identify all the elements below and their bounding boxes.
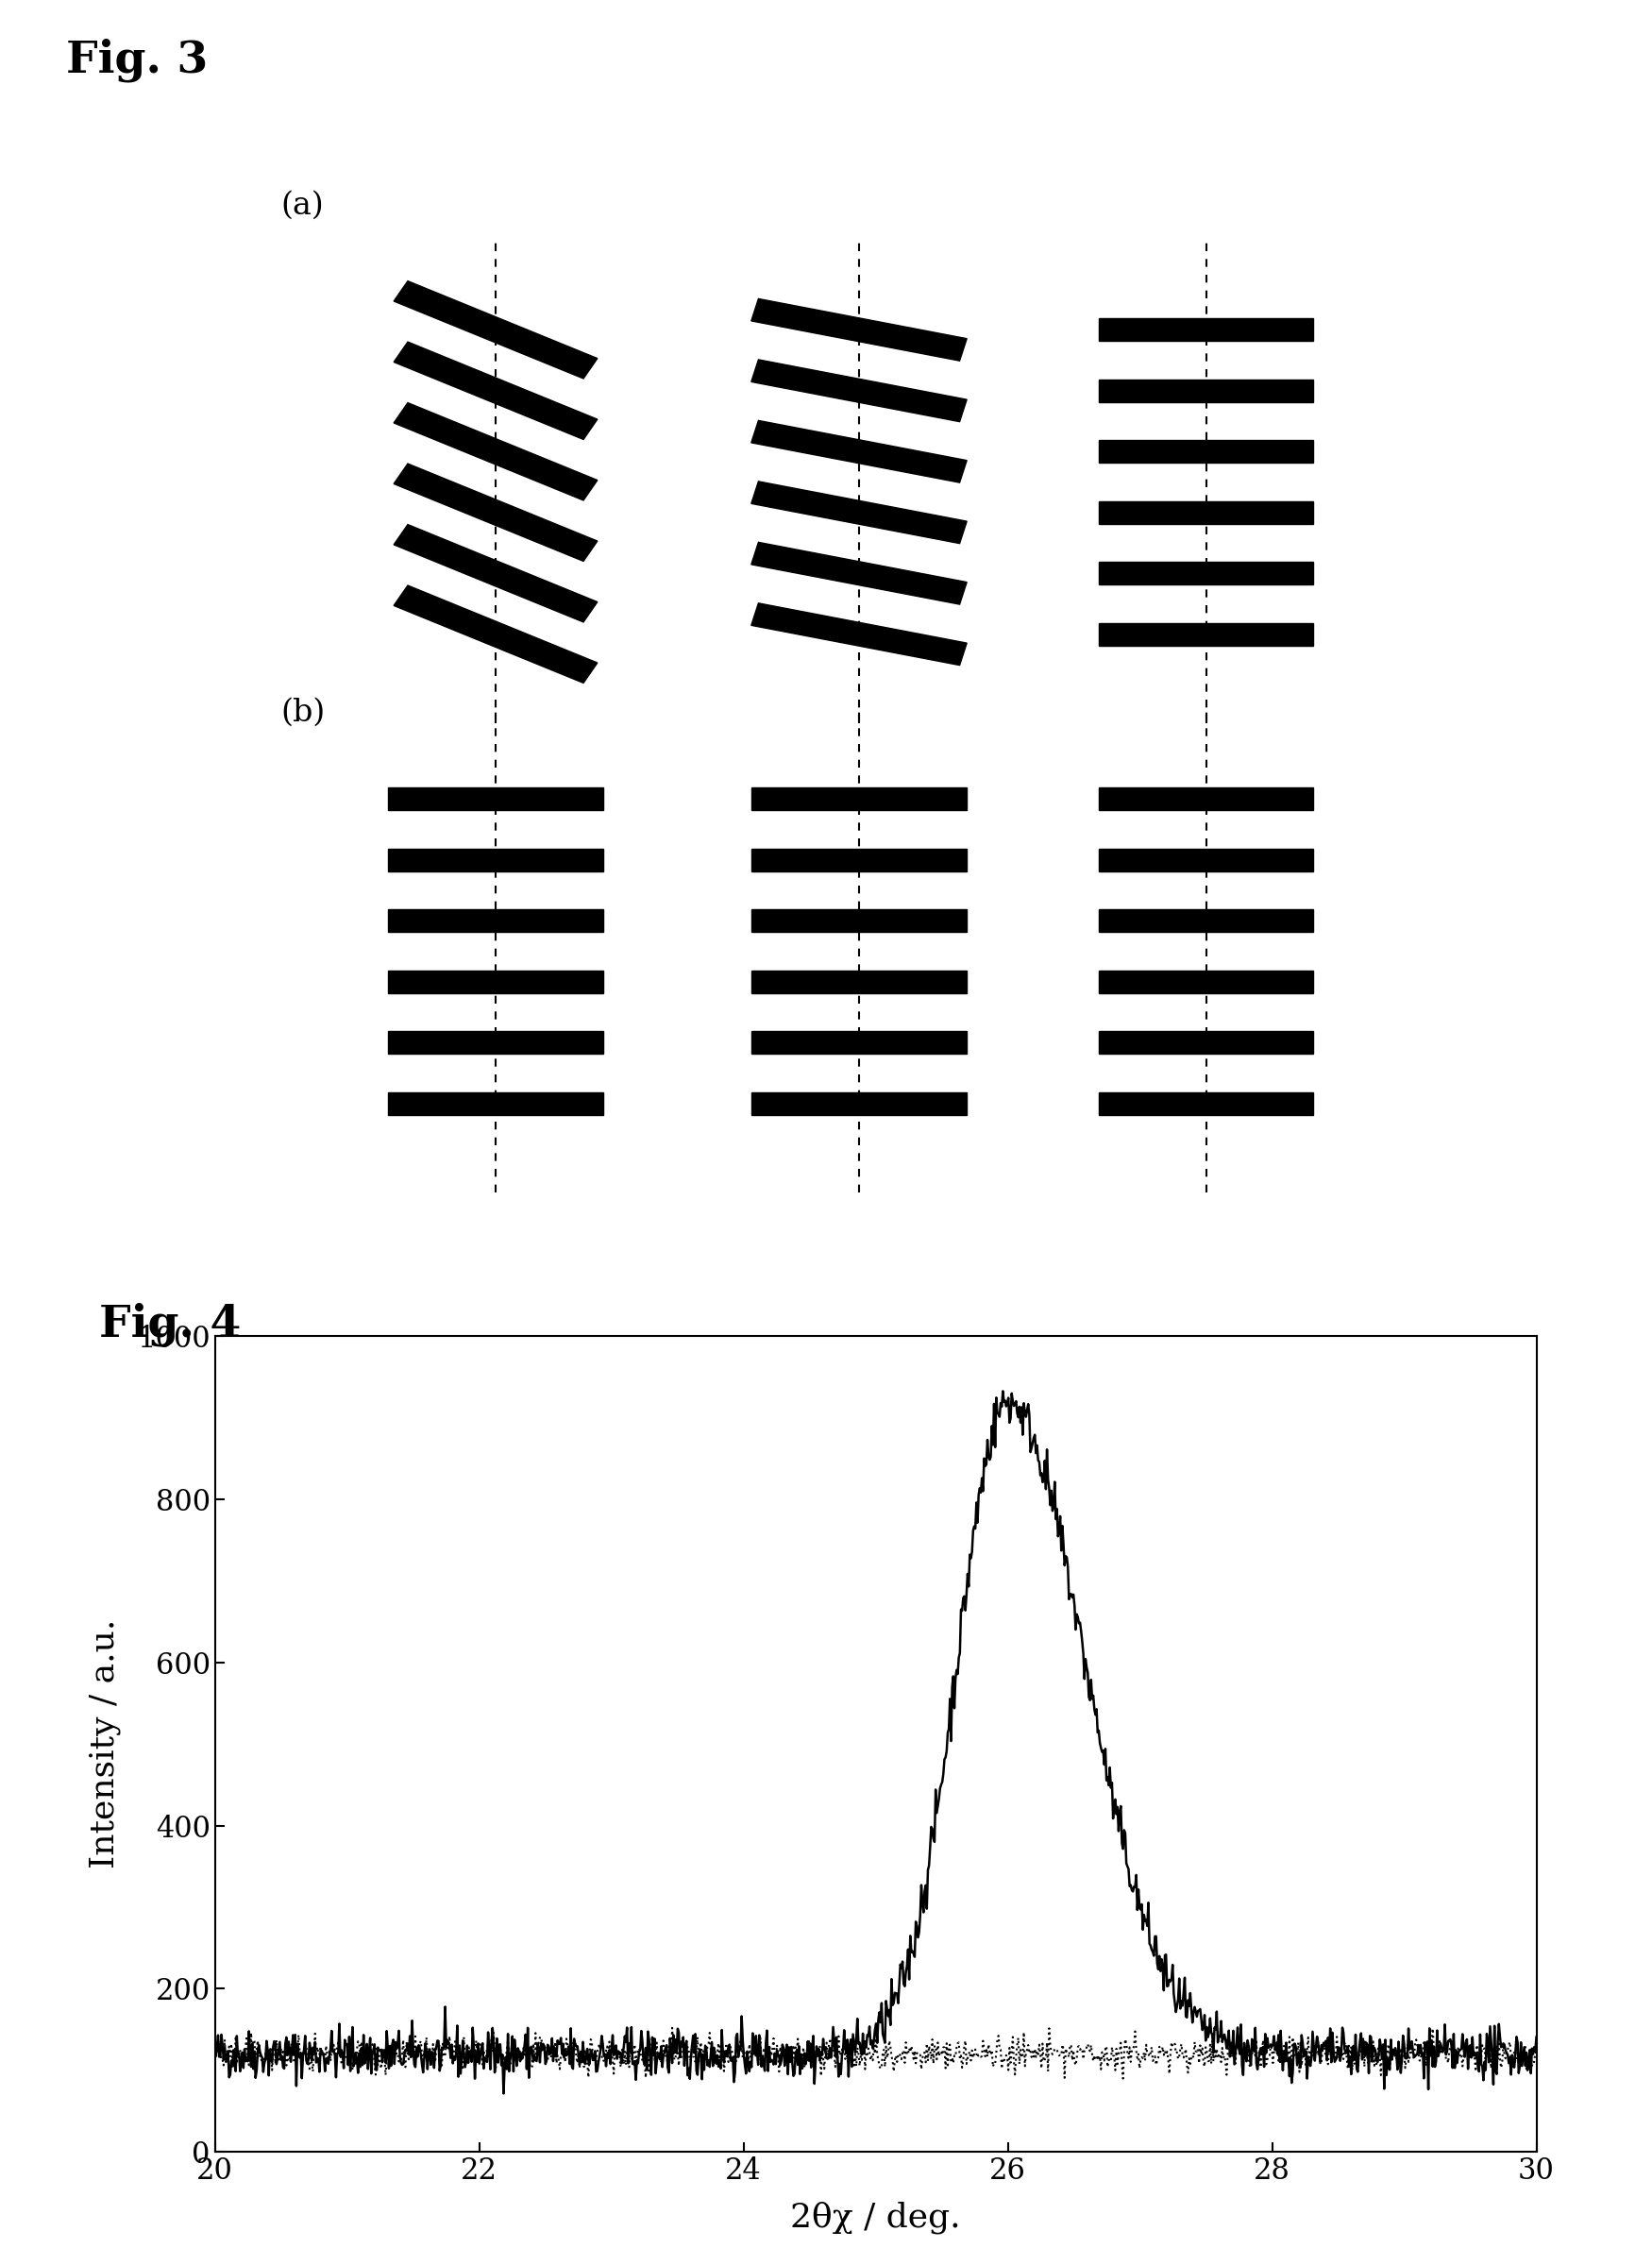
Polygon shape [1099,562,1313,584]
Polygon shape [752,969,966,992]
Polygon shape [752,421,966,482]
Polygon shape [393,525,598,623]
Polygon shape [1099,378,1313,403]
Polygon shape [1099,319,1313,342]
Polygon shape [393,281,598,378]
Polygon shape [388,1092,603,1114]
Polygon shape [388,788,603,811]
Polygon shape [393,342,598,439]
Polygon shape [752,541,966,605]
Text: (b): (b) [281,698,325,727]
Text: (a): (a) [281,190,324,220]
Polygon shape [752,1092,966,1114]
X-axis label: 2θχ / deg.: 2θχ / deg. [790,2202,961,2233]
Text: Fig. 4: Fig. 4 [99,1302,241,1345]
Polygon shape [752,299,966,360]
Polygon shape [388,911,603,933]
Text: Fig. 3: Fig. 3 [66,39,208,82]
Polygon shape [1099,439,1313,462]
Polygon shape [1099,788,1313,811]
Polygon shape [752,360,966,421]
Polygon shape [752,911,966,933]
Polygon shape [752,602,966,666]
Polygon shape [393,464,598,562]
Polygon shape [1099,1092,1313,1114]
Polygon shape [388,969,603,992]
Polygon shape [752,1031,966,1053]
Polygon shape [1099,969,1313,992]
Polygon shape [1099,623,1313,646]
Polygon shape [1099,849,1313,872]
Polygon shape [1099,911,1313,933]
Polygon shape [752,482,966,544]
Polygon shape [752,788,966,811]
Polygon shape [393,403,598,501]
Polygon shape [752,849,966,872]
Y-axis label: Intensity / a.u.: Intensity / a.u. [89,1619,121,1869]
Polygon shape [393,584,598,684]
Polygon shape [1099,1031,1313,1053]
Polygon shape [388,1031,603,1053]
Polygon shape [388,849,603,872]
Polygon shape [1099,501,1313,523]
